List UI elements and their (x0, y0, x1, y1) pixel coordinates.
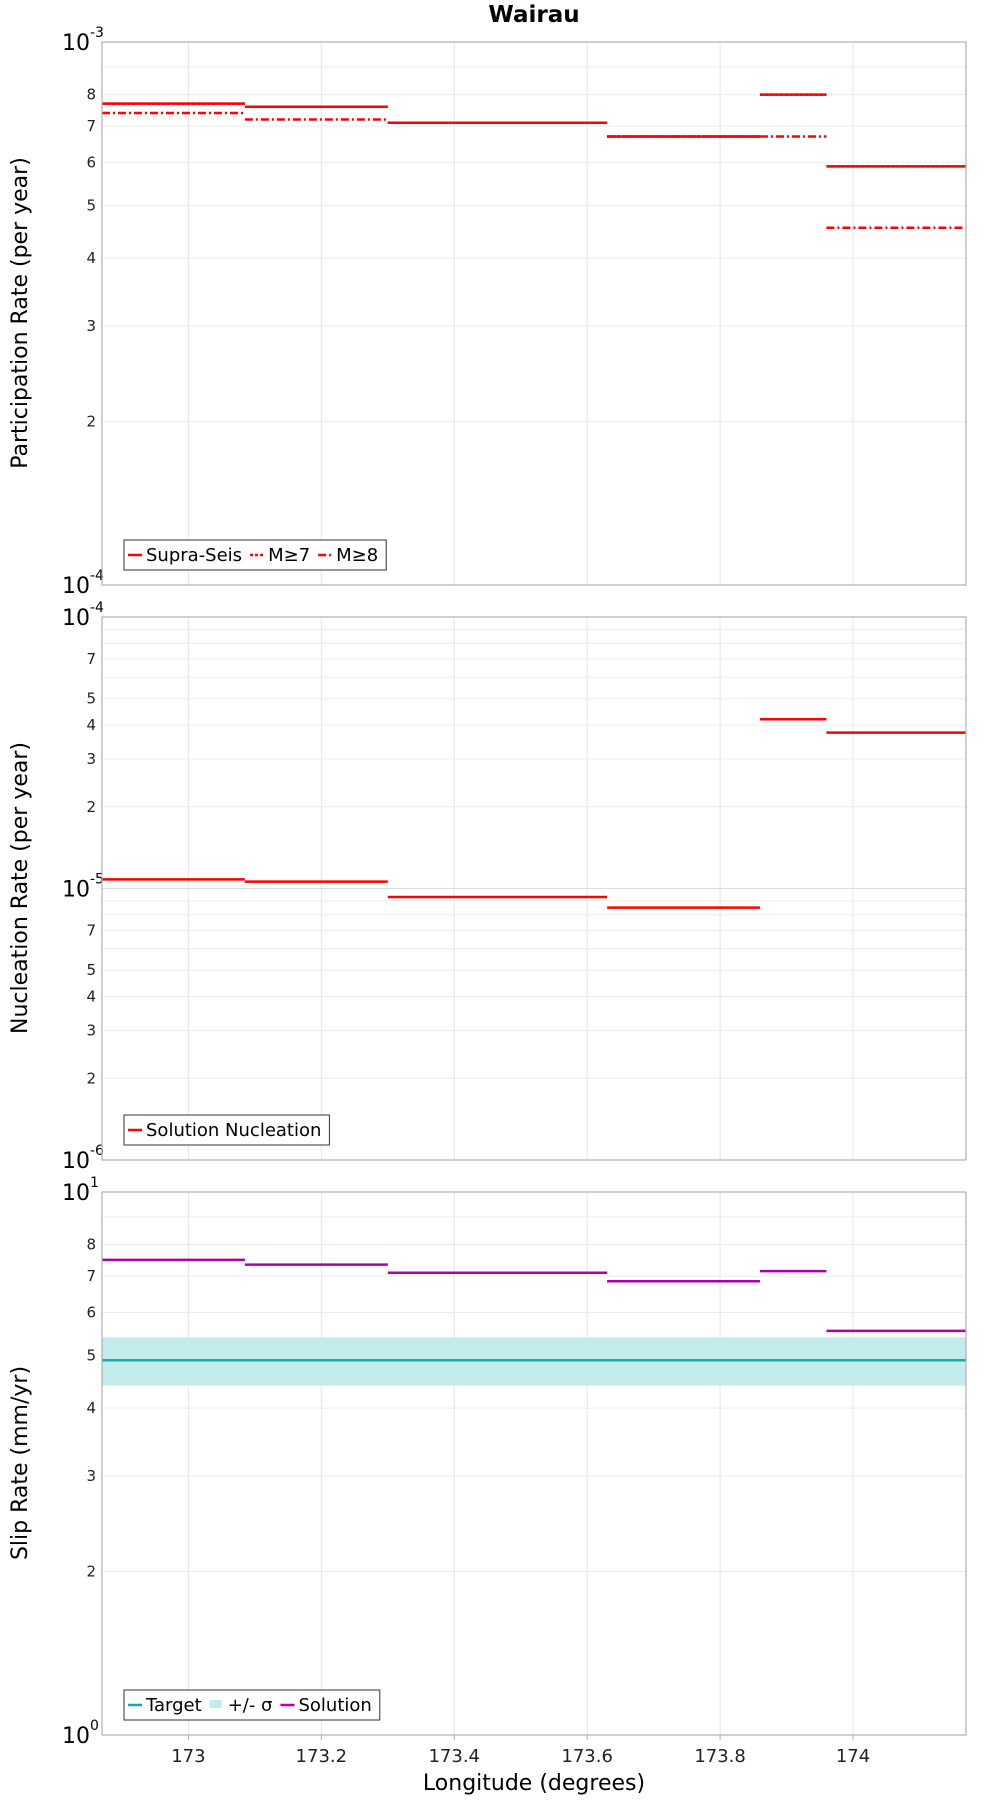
y-tick-label: 5 (86, 196, 96, 214)
y-decade-exponent: -4 (90, 600, 104, 616)
y-tick-label: 8 (86, 1236, 96, 1254)
y-decade-label: 10 (62, 574, 90, 599)
legend-label: +/- σ (228, 1695, 273, 1716)
legend-swatch (209, 1700, 222, 1708)
legend: Target +/- σ Solution (123, 1689, 381, 1721)
plot-frame (101, 616, 967, 1161)
legend-box (123, 1114, 330, 1146)
x-tick-label: 173.6 (561, 1746, 613, 1767)
y-decade-label: 10 (62, 606, 90, 631)
x-tick-label: 173.4 (428, 1746, 480, 1767)
y-decade-label: 10 (62, 1724, 90, 1749)
plot-area (102, 1192, 966, 1735)
y-tick-label: 7 (86, 1267, 96, 1285)
legend: Supra-Seis M≥7 M≥8 (123, 539, 387, 571)
y-decade-exponent: 1 (90, 1175, 99, 1191)
legend-label: M≥8 (336, 545, 378, 566)
y-decade-label: 10 (62, 878, 90, 903)
y-tick-label: 5 (86, 690, 96, 708)
y-tick-label: 2 (86, 1563, 96, 1581)
y-decade-exponent: -3 (90, 25, 104, 41)
legend-label: M≥7 (268, 545, 310, 566)
x-tick-label: 174 (836, 1746, 870, 1767)
y-tick-label: 3 (86, 750, 96, 768)
y-axis-label: Participation Rate (per year) (8, 157, 33, 469)
y-tick-label: 2 (86, 1069, 96, 1087)
y-axis-label: Slip Rate (mm/yr) (8, 1366, 33, 1560)
y-decade-label: 10 (62, 1181, 90, 1206)
y-decade-exponent: -5 (90, 872, 104, 888)
y-tick-label: 3 (86, 1021, 96, 1039)
y-decade-label: 10 (62, 31, 90, 56)
legend-box (123, 1689, 381, 1721)
y-decade-exponent: -6 (90, 1143, 104, 1159)
x-tick-label: 173 (171, 1746, 205, 1767)
plot-frame (101, 1191, 967, 1736)
y-tick-label: 8 (86, 86, 96, 104)
x-tick-label: 173.8 (694, 1746, 746, 1767)
y-tick-label: 5 (86, 961, 96, 979)
y-tick-label: 6 (86, 153, 96, 171)
y-decade-label: 10 (62, 1149, 90, 1174)
legend-label: Target (145, 1695, 202, 1716)
y-tick-label: 4 (86, 716, 96, 734)
legend: Solution Nucleation (123, 1114, 330, 1146)
legend-label: Solution (298, 1695, 371, 1716)
y-tick-label: 7 (86, 650, 96, 668)
plot-area (102, 42, 966, 585)
y-decade-exponent: 0 (90, 1718, 99, 1734)
legend-label: Supra-Seis (146, 545, 242, 566)
y-decade-exponent: -4 (90, 568, 104, 584)
chart-title: Wairau (488, 2, 579, 28)
y-tick-label: 2 (86, 413, 96, 431)
y-tick-label: 3 (86, 1467, 96, 1485)
x-tick-label: 173.2 (296, 1746, 348, 1767)
y-tick-label: 5 (86, 1346, 96, 1364)
y-axis-label: Nucleation Rate (per year) (8, 742, 33, 1034)
y-tick-label: 2 (86, 798, 96, 816)
y-tick-label: 4 (86, 988, 96, 1006)
plot-frame (101, 41, 967, 586)
y-tick-label: 6 (86, 1303, 96, 1321)
y-tick-label: 3 (86, 317, 96, 335)
legend-label: Solution Nucleation (146, 1120, 321, 1141)
x-axis-label: Longitude (degrees) (423, 1771, 645, 1796)
y-tick-label: 4 (86, 249, 96, 267)
y-tick-label: 7 (86, 922, 96, 940)
y-tick-label: 7 (86, 117, 96, 135)
y-tick-label: 4 (86, 1399, 96, 1417)
